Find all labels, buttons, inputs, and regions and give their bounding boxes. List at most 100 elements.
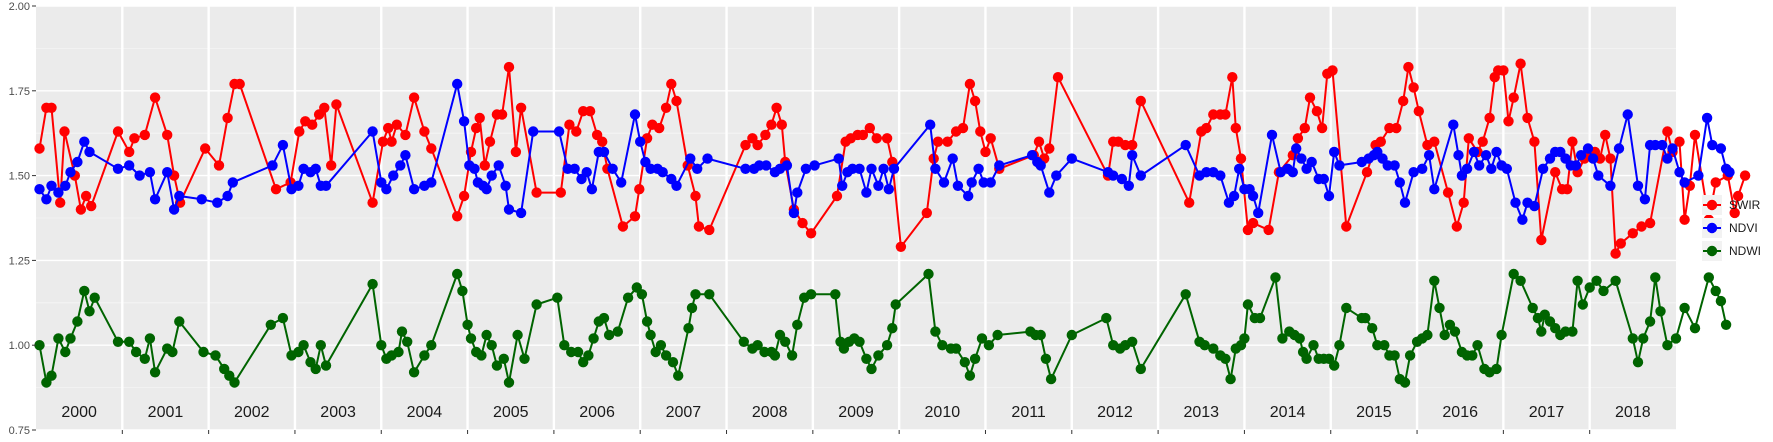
point-ndwi — [1277, 333, 1288, 344]
point-ndwi — [959, 357, 970, 368]
point-swir — [1184, 197, 1195, 208]
point-ndvi — [1296, 153, 1307, 164]
point-ndwi — [1341, 302, 1352, 314]
point-ndwi — [1598, 285, 1609, 297]
point-swir — [1662, 126, 1673, 137]
point-ndvi — [1707, 139, 1718, 151]
point-swir — [391, 119, 402, 130]
point-ndwi — [964, 370, 976, 381]
point-swir — [1529, 136, 1540, 147]
point-ndvi — [493, 160, 504, 171]
point-ndwi — [937, 340, 948, 351]
point-swir — [496, 109, 508, 120]
point-ndwi — [1220, 353, 1231, 364]
point-swir — [46, 102, 57, 114]
point-swir — [1498, 65, 1509, 76]
point-swir — [942, 136, 953, 147]
point-ndwi — [950, 343, 962, 354]
point-ndwi — [792, 319, 803, 330]
point-swir — [471, 122, 482, 134]
point-swir — [124, 146, 135, 158]
point-ndwi — [786, 350, 798, 361]
point-ndvi — [1051, 170, 1062, 181]
point-ndvi — [452, 78, 463, 90]
point-ndwi — [457, 285, 468, 297]
point-swir — [654, 122, 665, 134]
point-ndvi — [41, 194, 52, 205]
point-ndvi — [1517, 214, 1528, 225]
point-swir — [693, 221, 705, 232]
point-swir — [1304, 92, 1316, 103]
year-label-2017: 2017 — [1529, 404, 1565, 421]
point-swir — [671, 95, 682, 107]
point-ndwi — [603, 329, 615, 341]
point-ndvi — [293, 180, 304, 191]
point-swir — [1729, 207, 1740, 219]
year-label-2000: 2000 — [61, 404, 97, 421]
y-axis-ticks: 0.75 1.00 1.25 1.50 1.75 2.00 — [9, 1, 36, 437]
point-swir — [831, 190, 843, 202]
point-ndvi — [1228, 190, 1240, 202]
point-swir — [1463, 133, 1475, 144]
point-ndwi — [686, 302, 698, 314]
point-ndwi — [1715, 295, 1727, 307]
point-swir — [985, 133, 996, 144]
point-swir — [1732, 190, 1744, 202]
point-ndvi — [1657, 139, 1668, 151]
point-swir — [564, 119, 575, 130]
year-label-2015: 2015 — [1356, 404, 1392, 421]
point-swir — [1644, 217, 1656, 229]
point-swir — [1484, 112, 1495, 124]
point-ndvi — [1180, 139, 1191, 151]
point-ndvi — [79, 136, 90, 147]
point-swir — [474, 112, 485, 124]
point-swir — [1674, 136, 1685, 147]
point-swir — [797, 217, 808, 229]
point-swir — [408, 92, 420, 103]
point-ndvi — [1674, 167, 1685, 178]
point-swir — [222, 112, 233, 124]
point-ndwi — [1434, 302, 1445, 314]
point-ndwi — [641, 316, 653, 327]
point-ndwi — [1449, 326, 1461, 337]
point-ndwi — [1644, 316, 1656, 327]
point-ndwi — [866, 363, 877, 375]
point-ndwi — [1577, 299, 1589, 310]
point-swir — [419, 126, 430, 137]
point-ndwi — [1399, 377, 1411, 388]
year-label-2005: 2005 — [493, 404, 529, 421]
point-swir — [666, 78, 677, 90]
point-swir — [555, 187, 566, 198]
point-swir — [975, 126, 986, 137]
point-ndvi — [500, 180, 511, 191]
point-ndvi — [598, 146, 610, 158]
point-swir — [634, 184, 645, 195]
point-swir — [1127, 139, 1138, 151]
point-ndwi — [491, 360, 503, 371]
point-ndvi — [866, 163, 877, 174]
point-ndwi — [481, 329, 492, 341]
point-ndvi — [528, 126, 539, 137]
point-ndvi — [788, 207, 800, 219]
point-swir — [1413, 106, 1425, 117]
point-ndwi — [873, 350, 884, 361]
point-ndwi — [1650, 272, 1661, 283]
year-label-2001: 2001 — [148, 404, 184, 421]
point-swir — [75, 204, 87, 215]
point-ndwi — [465, 333, 477, 344]
year-label-2012: 2012 — [1097, 404, 1133, 421]
point-ndvi — [761, 160, 772, 171]
point-swir — [805, 228, 817, 239]
point-ndvi — [320, 180, 332, 191]
point-swir — [1403, 61, 1414, 73]
point-swir — [1052, 72, 1064, 83]
point-swir — [980, 146, 991, 158]
point-ndvi — [1429, 184, 1440, 195]
point-ndwi — [1040, 353, 1052, 364]
y-tick-label: 1.00 — [9, 340, 30, 352]
point-ndvi — [553, 126, 565, 137]
point-swir — [690, 190, 701, 202]
point-swir — [1550, 167, 1561, 178]
point-ndwi — [1180, 289, 1191, 300]
